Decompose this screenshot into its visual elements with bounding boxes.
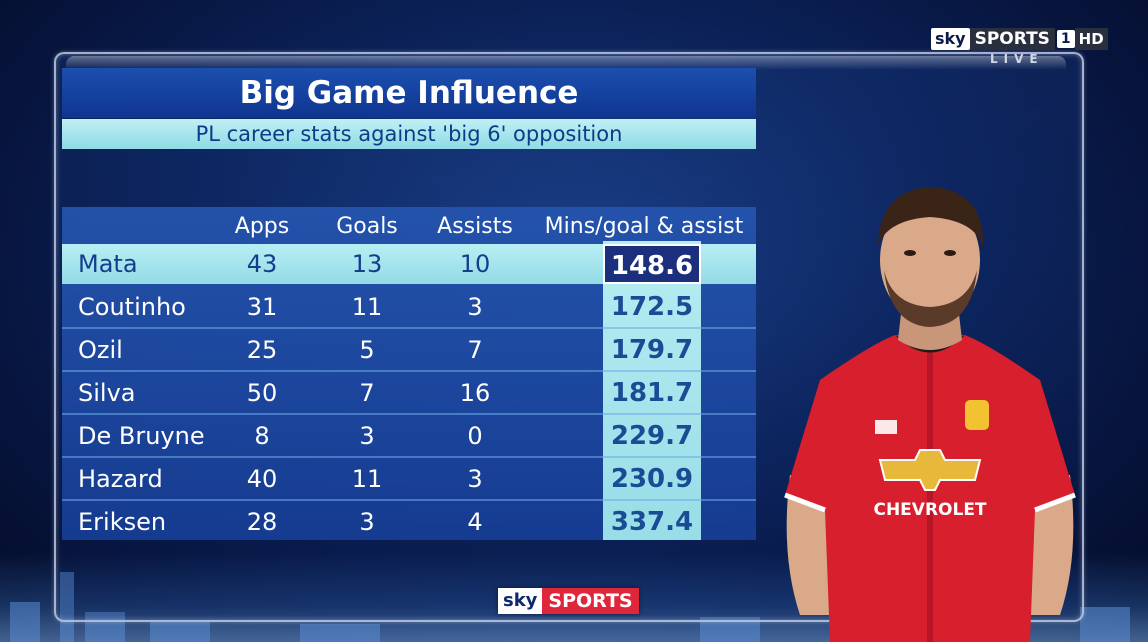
logo-sky-text: sky <box>931 28 970 50</box>
goals-value: 3 <box>359 508 375 536</box>
logo-sports-text: SPORTS <box>969 28 1055 50</box>
header-assists: Assists <box>437 214 513 239</box>
table-row: Coutinho 31 11 3 <box>62 287 756 329</box>
apps-value: 28 <box>246 508 278 536</box>
mins-value: 229.7 <box>610 421 694 451</box>
table-row: Silva 50 7 16 <box>62 373 756 415</box>
player-name: Ozil <box>78 336 123 364</box>
sky-sports-footer-logo: sky SPORTS <box>498 588 639 614</box>
player-name: Silva <box>78 379 136 407</box>
header-mins: Mins/goal & assist <box>544 214 744 239</box>
graphic-subtitle: PL career stats against 'big 6' oppositi… <box>62 119 756 149</box>
live-indicator: LIVE <box>990 52 1044 66</box>
goals-value: 11 <box>351 465 383 493</box>
assists-value: 3 <box>467 293 483 321</box>
footer-sports-text: SPORTS <box>542 588 639 614</box>
assists-value: 10 <box>459 250 491 278</box>
assists-value: 16 <box>459 379 491 407</box>
player-name: De Bruyne <box>78 422 205 450</box>
player-name: Mata <box>78 250 138 278</box>
player-name: Coutinho <box>78 293 186 321</box>
apps-value: 43 <box>246 250 278 278</box>
mins-value: 172.5 <box>610 292 694 322</box>
goals-value: 7 <box>359 379 375 407</box>
apps-value: 40 <box>246 465 278 493</box>
player-name: Eriksen <box>78 508 167 536</box>
header-goals: Goals <box>336 214 398 239</box>
assists-value: 3 <box>467 465 483 493</box>
table-row: Ozil 25 5 7 <box>62 330 756 372</box>
shirt-sponsor-text: CHEVROLET <box>873 500 986 520</box>
mins-value: 179.7 <box>610 335 694 365</box>
mins-value-highlighted: 148.6 <box>603 244 701 284</box>
apps-value: 25 <box>246 336 278 364</box>
goals-value: 13 <box>351 250 383 278</box>
footer-sky-text: sky <box>498 588 543 614</box>
mins-column-highlight <box>603 241 701 540</box>
apps-value: 31 <box>246 293 278 321</box>
player-name: Hazard <box>78 465 163 493</box>
logo-channel-number: 1 <box>1056 30 1075 48</box>
assists-value: 0 <box>467 422 483 450</box>
goals-value: 5 <box>359 336 375 364</box>
header-apps: Apps <box>234 214 290 239</box>
apps-value: 50 <box>246 379 278 407</box>
graphic-title: Big Game Influence <box>62 68 756 118</box>
table-row: Hazard 40 11 3 <box>62 459 756 501</box>
logo-hd-text: HD <box>1074 28 1108 50</box>
table-row: Eriksen 28 3 4 <box>62 502 756 542</box>
player-photo: CHEVROLET <box>784 187 1076 642</box>
assists-value: 7 <box>467 336 483 364</box>
mins-value: 230.9 <box>610 464 694 494</box>
mins-value: 337.4 <box>610 507 694 537</box>
apps-value: 8 <box>254 422 270 450</box>
table-row: De Bruyne 8 3 0 <box>62 416 756 458</box>
goals-value: 3 <box>359 422 375 450</box>
table-header-row: Apps Goals Assists Mins/goal & assist <box>62 207 756 247</box>
frame-shine <box>66 56 1066 70</box>
goals-value: 11 <box>351 293 383 321</box>
assists-value: 4 <box>467 508 483 536</box>
sky-sports-channel-logo: sky SPORTS 1 HD <box>931 28 1108 50</box>
mins-value: 181.7 <box>610 378 694 408</box>
